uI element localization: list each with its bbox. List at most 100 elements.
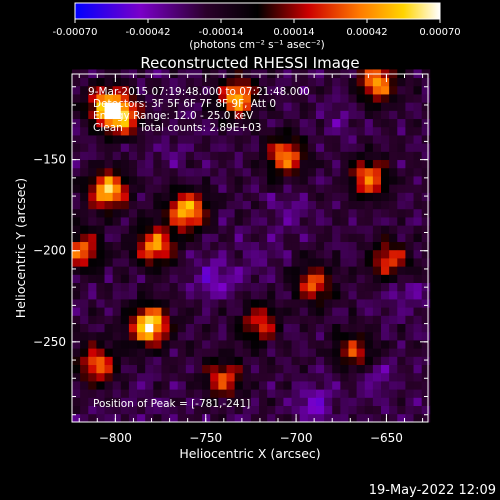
heatmap-cell [145,135,154,144]
heatmap-cell [299,397,309,406]
heatmap-cell [112,159,122,169]
heatmap-cell [381,200,390,210]
heatmap-cell [104,200,114,210]
heatmap-cell [161,340,170,349]
heatmap-cell [267,323,276,333]
heatmap-cell [250,405,260,415]
heatmap-cell [80,102,89,111]
heatmap-cell [161,200,170,210]
heatmap-cell [397,94,406,103]
heatmap-cell [259,151,268,161]
heatmap-cell [242,151,252,161]
heatmap-cell [193,110,203,120]
heatmap-cell [307,356,317,366]
heatmap-cell [372,266,382,275]
heatmap-cell [104,135,114,144]
heatmap-cell [291,323,301,333]
heatmap-cell [120,110,130,120]
heatmap-cell [226,315,236,325]
heatmap-cell [299,315,309,325]
axis-ticks: −800 −750 −700 −650−250−200−150 [33,74,428,445]
heatmap-cell [128,348,138,357]
heatmap-cell [112,364,122,374]
heatmap-cell [161,315,170,325]
heatmap-cell [275,233,284,243]
heatmap-cell [315,397,325,406]
heatmap-cell [267,290,276,300]
heatmap-cell [413,159,423,169]
heatmap-cell [80,274,89,284]
heatmap-cell [275,356,284,366]
heatmap-cell [80,397,89,406]
heatmap-cell [120,135,130,144]
heatmap-cell [267,151,276,161]
heatmap-cell [348,184,358,193]
heatmap-cell [218,200,227,210]
heatmap-cell [112,258,122,267]
heatmap-cell [283,364,292,374]
heatmap-cell [169,372,179,382]
heatmap-cell [185,94,195,103]
heatmap-cell [405,389,414,398]
heatmap-cell [275,249,284,259]
heatmap-cell [185,290,195,300]
heatmap-cell [259,266,268,275]
heatmap-cell [299,102,309,111]
heatmap-cell [120,258,130,267]
heatmap-cell [104,159,114,169]
heatmap-cell [137,299,146,308]
heatmap-cell [307,381,317,390]
heatmap-cell [202,405,211,415]
heatmap-cell [250,184,260,193]
heatmap-cell [405,118,414,128]
heatmap-cell [421,225,431,234]
heatmap-cell [405,94,414,103]
heatmap-cell [193,290,203,300]
heatmap-cell [397,159,406,169]
heatmap-cell [372,110,382,120]
heatmap-cell [291,184,301,193]
heatmap-cell [161,118,170,128]
heatmap-cell [283,143,292,152]
heatmap-cell [397,241,406,251]
heatmap-cell [153,282,162,292]
heatmap-cell [218,340,227,349]
heatmap-cell [242,331,252,341]
heatmap-cell [397,364,406,374]
heatmap-cell [283,167,292,177]
heatmap-cell [161,274,170,284]
heatmap-cell [96,102,105,111]
heatmap-cell [340,290,349,300]
heatmap-cell [210,258,219,267]
heatmap-cell [88,397,97,406]
heatmap-cell [275,143,284,152]
heatmap-cell [267,184,276,193]
heatmap-cell [177,167,187,177]
heatmap-cell [283,176,292,185]
heatmap-cell [348,381,358,390]
heatmap-cell [259,323,268,333]
heatmap-cell [340,372,349,382]
heatmap-cell [389,77,398,87]
heatmap-cell [315,405,325,415]
heatmap-cell [226,331,236,341]
heatmap-cell [356,397,366,406]
heatmap-cell [356,315,366,325]
heatmap-cell [372,192,382,202]
heatmap-cell [372,126,382,136]
heatmap-cell [185,110,195,120]
heatmap-cell [324,381,333,390]
heatmap-cell [324,233,333,243]
heatmap-cell [332,315,341,325]
heatmap-cell [389,258,398,267]
heatmap-cell [275,77,284,87]
heatmap-cell [120,159,130,169]
heatmap-cell [145,200,154,210]
heatmap-cell [80,192,89,202]
heatmap-cell [210,233,219,243]
heatmap-cell [250,143,260,152]
heatmap-cell [210,200,219,210]
heatmap-cell [299,290,309,300]
heatmap-cell [177,200,187,210]
heatmap-cell [145,151,154,161]
